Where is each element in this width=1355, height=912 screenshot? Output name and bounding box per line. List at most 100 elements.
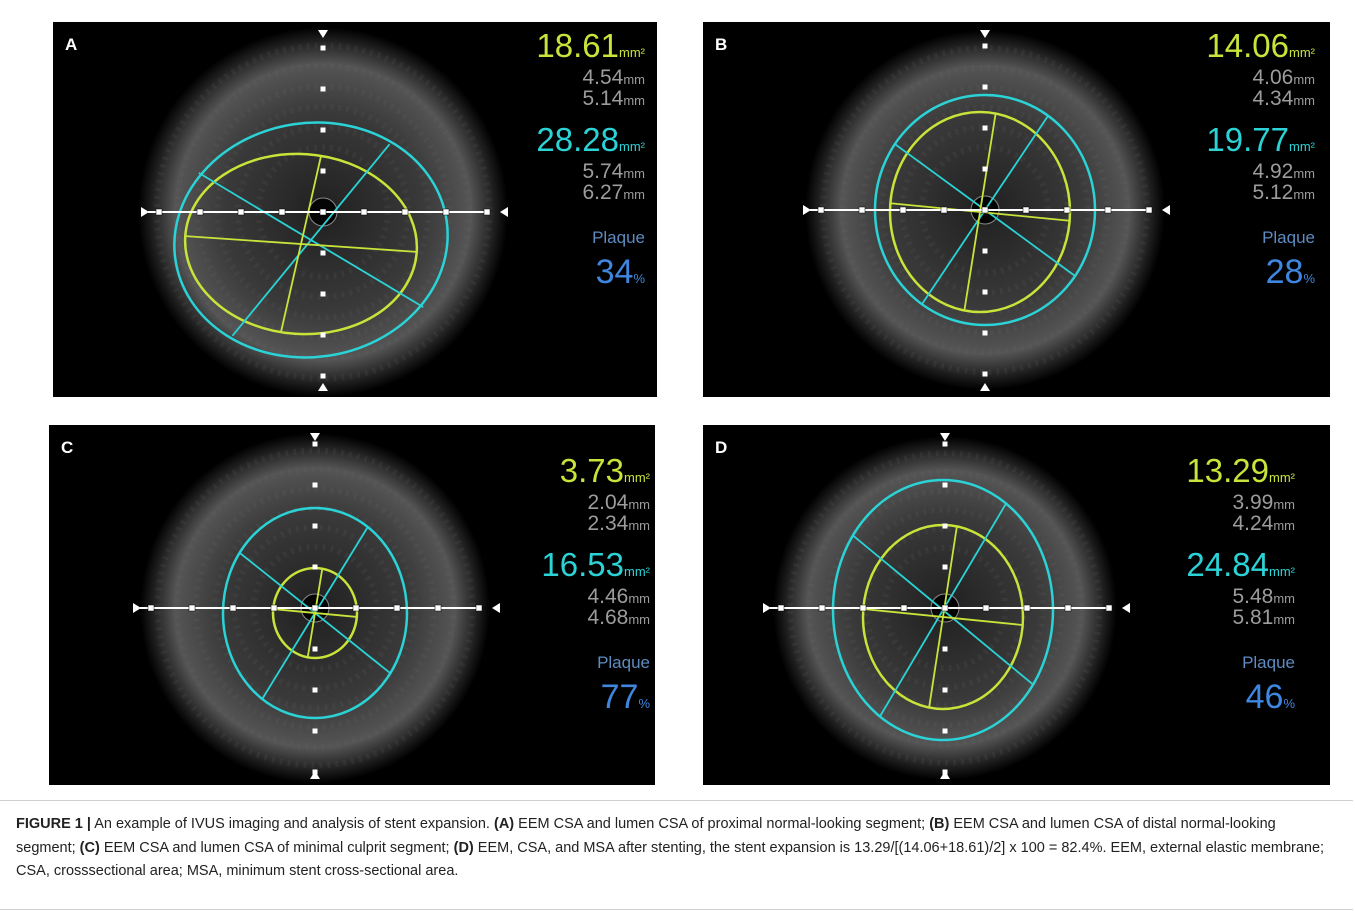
panel-label: C [61,438,73,457]
value: 19.77 [1206,121,1289,158]
ruler-tick [353,605,359,611]
ruler-tick [271,605,277,611]
unit: mm² [1269,470,1296,485]
value: 4.68 [587,606,628,629]
ruler-tick [983,85,988,90]
unit: mm [1293,187,1315,202]
caption-text: EEM CSA and lumen CSA of minimal culprit… [100,840,454,856]
plaque-label: Plaque [592,228,645,247]
caption-text: EEM CSA and lumen CSA of proximal normal… [514,816,929,832]
ruler-tick [313,483,318,488]
ruler-tick [320,209,326,215]
ivus-panel: A18.61mm²4.54mm5.14mm28.28mm²5.74mm6.27m… [53,22,657,397]
value: 13.29 [1186,452,1269,489]
unit: % [638,696,650,711]
ruler-tick [313,565,318,570]
caption-text: An example of IVUS imaging and analysis … [91,816,494,832]
ruler-tick [313,442,318,447]
ruler-tick [189,605,195,611]
ruler-tick [1105,207,1111,213]
unit: % [1283,696,1295,711]
value: 5.48 [1232,585,1273,608]
ruler-tick [435,605,441,611]
ruler-tick [443,209,449,215]
unit: mm² [1289,139,1316,154]
ruler-tick [313,688,318,693]
ruler-tick [983,372,988,377]
page: A18.61mm²4.54mm5.14mm28.28mm²5.74mm6.27m… [0,0,1355,912]
ruler-tick [983,126,988,131]
unit: mm [628,591,650,606]
ruler-tick [279,209,285,215]
caption-label: FIGURE 1 | [16,816,91,832]
ivus-panel: D13.29mm²3.99mm4.24mm24.84mm²5.48mm5.81m… [703,425,1330,785]
ruler-tick [148,605,154,611]
value: 46 [1246,678,1284,716]
ruler-tick [476,605,482,611]
ivus-panel: C3.73mm²2.04mm2.34mm16.53mm²4.46mm4.68mm… [49,425,655,785]
ruler-tick [943,688,948,693]
unit: mm [623,72,645,87]
value: 2.04 [587,491,628,514]
ruler-tick [321,87,326,92]
value: 4.06 [1252,66,1293,89]
unit: mm [628,612,650,627]
unit: mm [1273,497,1295,512]
ruler-tick [943,647,948,652]
ruler-tick [983,249,988,254]
ruler-tick [859,207,865,213]
unit: mm [1293,93,1315,108]
value: 4.92 [1252,160,1293,183]
caption-ref: (C) [80,840,100,856]
caption: FIGURE 1 | An example of IVUS imaging an… [0,800,1353,910]
ruler-tick [942,605,948,611]
value: 77 [601,678,639,716]
ruler-tick [943,565,948,570]
unit: mm [1273,612,1295,627]
ruler-tick [983,44,988,49]
ruler-tick [819,605,825,611]
ruler-tick [484,209,490,215]
ruler-tick [1024,605,1030,611]
panel-label: B [715,35,727,54]
unit: mm² [619,45,646,60]
value: 14.06 [1206,27,1289,64]
ruler-tick [1146,207,1152,213]
ruler-tick [321,128,326,133]
ruler-tick [1106,605,1112,611]
ruler-tick [983,167,988,172]
ruler-tick [983,605,989,611]
ruler-tick [983,290,988,295]
value: 34 [596,253,634,291]
ruler-tick [361,209,367,215]
unit: mm [623,93,645,108]
panel-label: D [715,438,727,457]
plaque-label: Plaque [597,653,650,672]
value: 2.34 [587,512,628,535]
ruler-tick [321,46,326,51]
unit: mm² [624,470,651,485]
unit: mm² [1269,564,1296,579]
ruler-tick [313,647,318,652]
value: 3.73 [560,452,624,489]
ruler-tick [321,251,326,256]
figure: A18.61mm²4.54mm5.14mm28.28mm²5.74mm6.27m… [0,0,1355,795]
unit: mm [1293,166,1315,181]
ruler-tick [321,292,326,297]
unit: % [633,271,645,286]
ruler-tick [1023,207,1029,213]
ruler-tick [901,605,907,611]
ruler-tick [1065,605,1071,611]
ruler-tick [238,209,244,215]
ruler-tick [778,605,784,611]
value: 28 [1266,253,1304,291]
ruler-tick [818,207,824,213]
plaque-label: Plaque [1262,228,1315,247]
value: 18.61 [536,27,619,64]
value: 24.84 [1186,546,1269,583]
unit: mm² [624,564,651,579]
unit: mm [623,187,645,202]
ruler-tick [313,729,318,734]
unit: mm [1273,591,1295,606]
